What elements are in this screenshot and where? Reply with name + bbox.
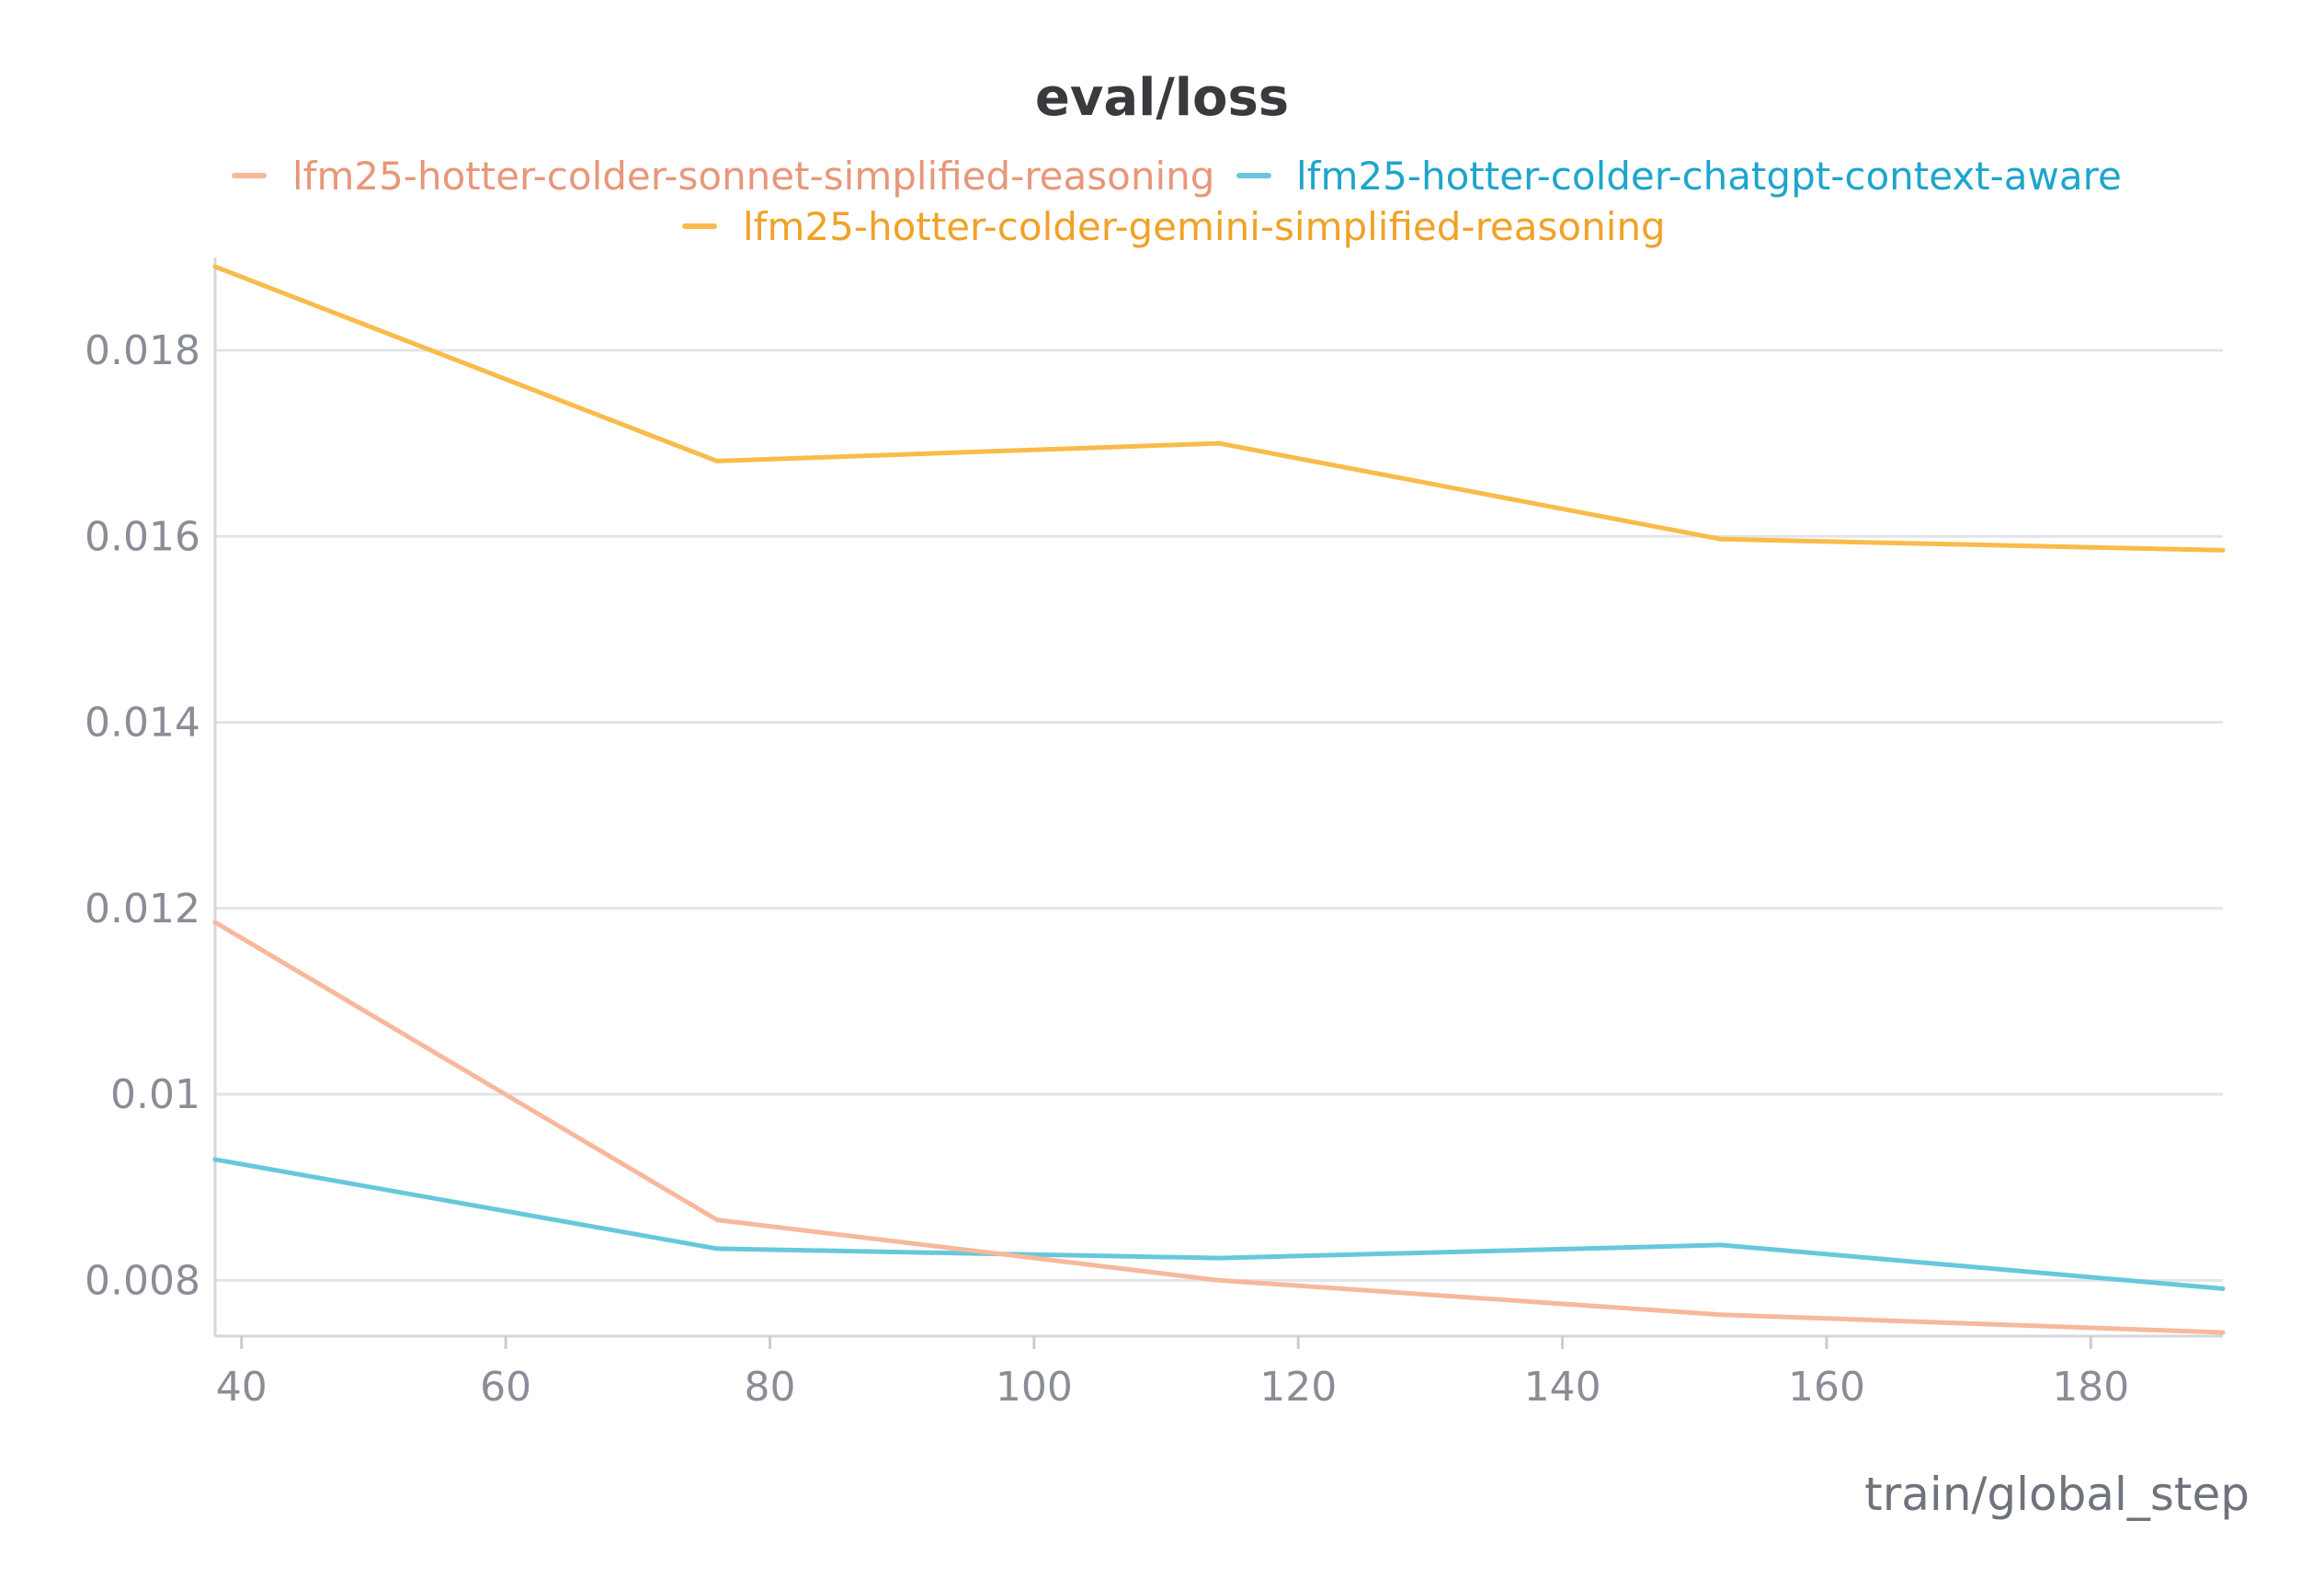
legend-item-chatgpt[interactable]: lfm25-hotter-colder-chatgpt-context-awar… xyxy=(1236,154,2122,199)
legend-item-gemini[interactable]: lfm25-hotter-colder-gemini-simplified-re… xyxy=(682,204,1666,249)
y-tick-label: 0.008 xyxy=(85,1257,200,1304)
x-tick-label: 100 xyxy=(996,1364,1073,1411)
x-axis-title: train/global_step xyxy=(1864,1468,2250,1521)
x-tick-label: 180 xyxy=(2052,1364,2129,1411)
x-tick-label: 40 xyxy=(216,1364,268,1411)
series-lines xyxy=(212,264,2226,1335)
legend-swatch-chatgpt xyxy=(1236,173,1271,178)
y-tick-labels: 0.008 0.01 0.012 0.014 0.016 0.018 xyxy=(85,327,200,1304)
x-tick-label: 140 xyxy=(1524,1364,1601,1411)
series-line-chatgpt[interactable] xyxy=(212,1157,2226,1291)
legend-label-chatgpt: lfm25-hotter-colder-chatgpt-context-awar… xyxy=(1296,154,2122,199)
series-line-gemini[interactable] xyxy=(212,264,2226,553)
legend-swatch-gemini xyxy=(682,223,717,229)
x-tick-label: 160 xyxy=(1788,1364,1865,1411)
series-line-sonnet[interactable] xyxy=(212,920,2226,1335)
y-tick-label: 0.014 xyxy=(85,700,200,747)
legend-label-sonnet: lfm25-hotter-colder-sonnet-simplified-re… xyxy=(292,154,1214,199)
y-tick-label: 0.018 xyxy=(85,327,200,374)
legend: lfm25-hotter-colder-sonnet-simplified-re… xyxy=(232,154,2122,249)
gridlines xyxy=(215,349,2223,1282)
x-tick-label: 60 xyxy=(480,1364,531,1411)
x-tick-label: 120 xyxy=(1259,1364,1337,1411)
y-tick-label: 0.01 xyxy=(110,1071,200,1118)
chart-title: eval/loss xyxy=(1035,68,1289,128)
axes xyxy=(213,257,2223,1338)
x-tick-label: 80 xyxy=(744,1364,795,1411)
y-tick-label: 0.016 xyxy=(85,513,200,560)
legend-item-sonnet[interactable]: lfm25-hotter-colder-sonnet-simplified-re… xyxy=(232,154,1214,199)
legend-label-gemini: lfm25-hotter-colder-gemini-simplified-re… xyxy=(743,204,1666,249)
legend-swatch-sonnet xyxy=(232,173,267,178)
y-tick-label: 0.012 xyxy=(85,886,200,932)
x-tick-labels: 40 60 80 100 120 140 160 180 xyxy=(216,1336,2129,1411)
